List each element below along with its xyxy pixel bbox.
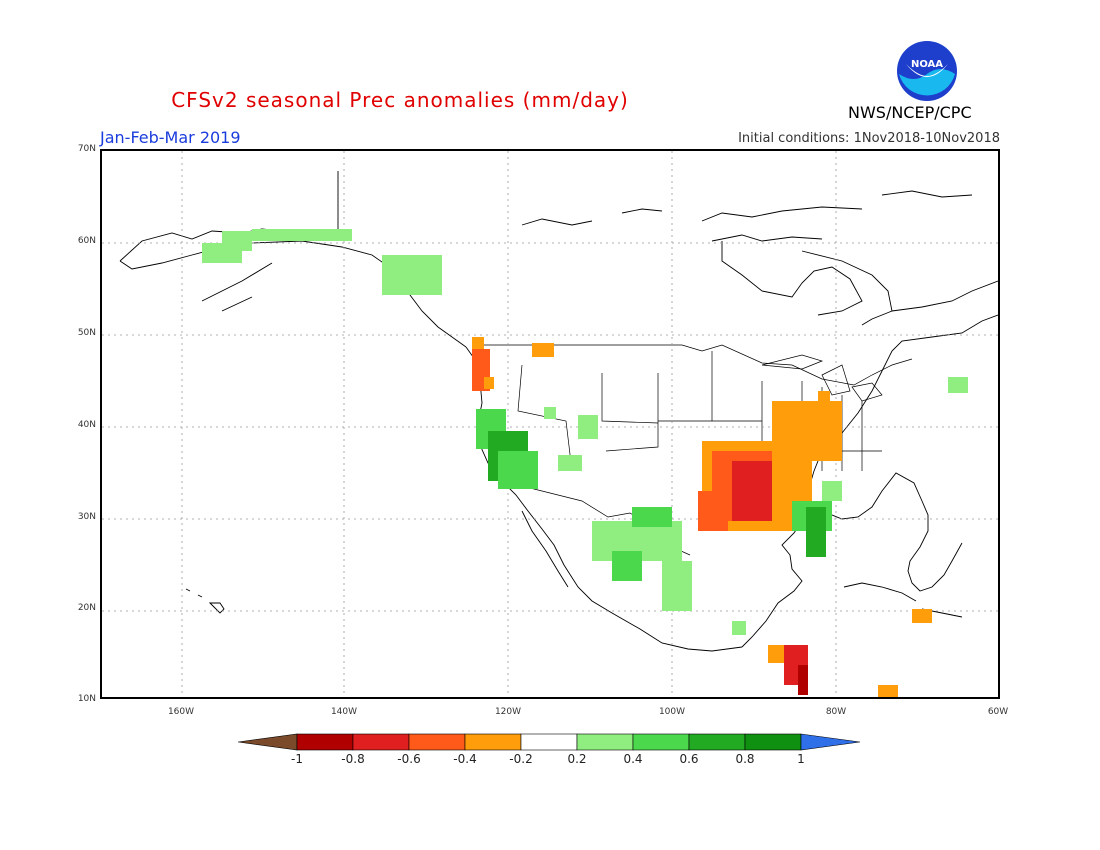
colorbar-swatch (296, 733, 354, 751)
noaa-logo: NOAA (897, 41, 957, 101)
colorbar-tick-label: 1 (797, 752, 805, 766)
lon-label: 60W (987, 707, 1009, 717)
colorbar-swatch (352, 733, 410, 751)
map-panel (100, 149, 1000, 699)
lat-label: 10N (77, 694, 96, 704)
lon-label: 160W (167, 707, 195, 717)
colorbar-tick-label: 0.6 (679, 752, 699, 766)
colorbar-swatch (464, 733, 522, 751)
lat-label: 40N (77, 420, 96, 430)
colorbar-swatch (800, 733, 861, 751)
colorbar-swatch (744, 733, 802, 751)
colorbar-tick-label: 0.8 (735, 752, 755, 766)
lat-label: 70N (77, 144, 96, 154)
gridlines (102, 151, 998, 697)
period-label: Jan-Feb-Mar 2019 (100, 128, 241, 147)
lon-label: 140W (330, 707, 358, 717)
colorbar-swatch (408, 733, 466, 751)
lon-label: 120W (494, 707, 522, 717)
colorbar-tick-label: -0.6 (397, 752, 421, 766)
colorbar-tick-label: 0.4 (623, 752, 643, 766)
lat-label: 20N (77, 603, 96, 613)
map-canvas (102, 151, 998, 697)
chart-title: CFSv2 seasonal Prec anomalies (mm/day) (171, 88, 629, 112)
anomaly-shading (202, 229, 968, 697)
colorbar-swatch (520, 733, 578, 751)
political-borders (478, 344, 913, 556)
colorbar-swatch (688, 733, 746, 751)
colorbar-tick-label: -0.8 (341, 752, 365, 766)
lon-label: 100W (658, 707, 686, 717)
lat-label: 30N (77, 512, 96, 522)
colorbar-swatch (576, 733, 634, 751)
colorbar-tick-label: 0.2 (567, 752, 587, 766)
colorbar-tick-label: -0.2 (509, 752, 533, 766)
agency-label: NWS/NCEP/CPC (848, 103, 972, 122)
initial-conditions-label: Initial conditions: 1Nov2018-10Nov2018 (738, 131, 1000, 146)
colorbar-swatch (632, 733, 690, 751)
colorbar-tick-label: -1 (291, 752, 303, 766)
colorbar-swatch (238, 733, 298, 751)
lat-label: 50N (77, 328, 96, 338)
lat-label: 60N (77, 236, 96, 246)
logo-text: NOAA (911, 59, 943, 70)
hawaii (185, 588, 225, 614)
colorbar (238, 733, 861, 751)
lon-label: 80W (825, 707, 847, 717)
colorbar-tick-label: -0.4 (453, 752, 477, 766)
